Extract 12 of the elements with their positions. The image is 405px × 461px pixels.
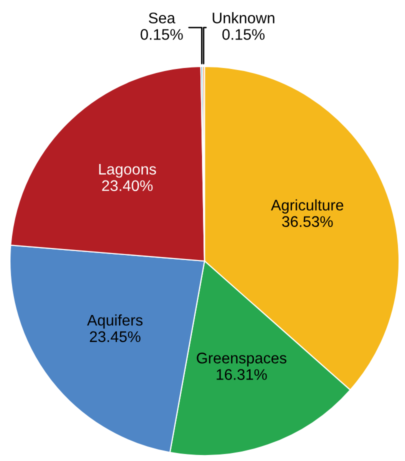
- slice-label: Agriculture: [270, 199, 344, 214]
- data-label: 0.15%: [140, 29, 183, 40]
- data-label: 16.31%: [216, 369, 267, 380]
- slice-label: Unknown: [212, 12, 274, 24]
- data-label: 23.45%: [90, 331, 140, 342]
- data-label: 0.15%: [222, 29, 265, 40]
- slice-label: Greenspaces: [196, 352, 286, 367]
- slice-label: Sea: [148, 12, 176, 24]
- data-label: 23.40%: [102, 180, 153, 192]
- data-label: 36.53%: [282, 216, 333, 227]
- slice-label: Aquifers: [87, 314, 143, 329]
- slice-label: Lagoons: [99, 164, 156, 178]
